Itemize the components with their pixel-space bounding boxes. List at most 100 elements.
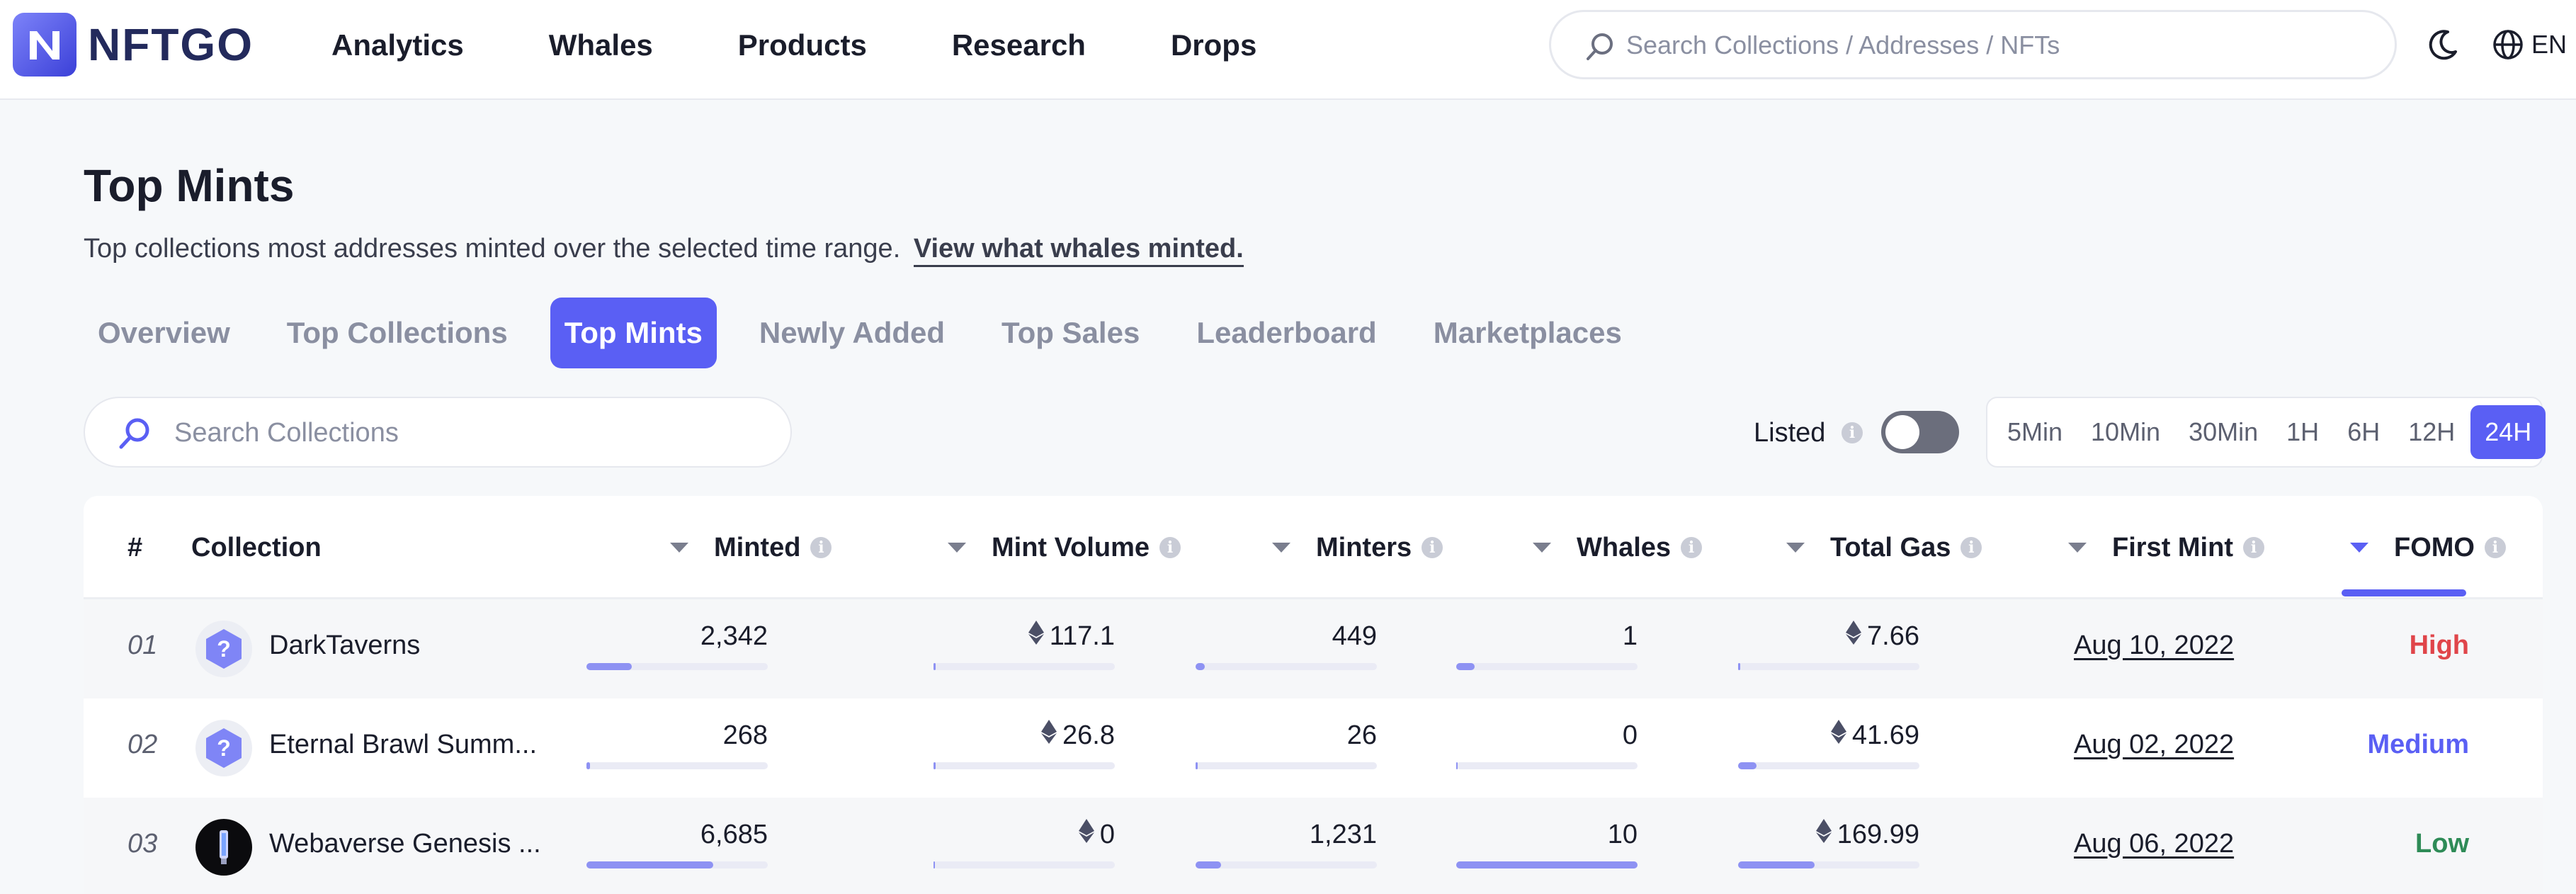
range-24h[interactable]: 24H: [2470, 405, 2546, 459]
question-hex-icon: ?: [204, 727, 244, 773]
tab-top-sales[interactable]: Top Sales: [1002, 316, 1140, 349]
column-total-gas[interactable]: Total Gas i: [1786, 531, 1982, 564]
whales-cell-bar: [1456, 762, 1638, 769]
tab-leaderboard[interactable]: Leaderboard: [1196, 316, 1377, 349]
info-icon[interactable]: i: [1842, 422, 1863, 443]
minters-cell: 1,231: [1196, 817, 1377, 881]
tab-marketplaces[interactable]: Marketplaces: [1433, 316, 1622, 349]
listed-toggle[interactable]: [1881, 411, 1959, 453]
total-gas-cell-bar-fill: [1738, 663, 1740, 670]
range-12h[interactable]: 12H: [2408, 417, 2456, 446]
sort-caret-icon: [1272, 543, 1290, 553]
collection-name[interactable]: Eternal Brawl Summ...: [269, 730, 537, 759]
range-6h[interactable]: 6H: [2347, 417, 2381, 446]
whales-cell-bar: [1456, 861, 1638, 868]
main-menu: Analytics Whales Products Research Drops: [331, 26, 1341, 65]
tab-top-mints[interactable]: Top Mints: [550, 298, 717, 368]
first-mint-date[interactable]: Aug 02, 2022: [2074, 730, 2235, 759]
page-title: Top Mints: [84, 160, 295, 211]
whales-minted-link[interactable]: View what whales minted.: [913, 234, 1244, 267]
whales-cell-bar-fill: [1456, 861, 1638, 868]
language-selector[interactable]: EN: [2531, 30, 2568, 59]
top-nav: NFTGO Analytics Whales Products Research…: [0, 0, 2576, 100]
minted-cell: 268: [586, 718, 768, 782]
whales-cell-value: 1: [1623, 619, 1638, 653]
sort-caret-icon: [1533, 543, 1551, 553]
total-gas-cell: 41.69: [1738, 718, 1919, 782]
globe-icon[interactable]: [2492, 28, 2524, 64]
sort-caret-icon: [1786, 543, 1805, 553]
info-icon[interactable]: i: [1681, 537, 1703, 558]
mint-volume-cell-bar-fill: [934, 663, 936, 670]
global-search-input[interactable]: [1626, 26, 2377, 64]
whales-cell-bar: [1456, 663, 1638, 670]
first-mint-date[interactable]: Aug 06, 2022: [2074, 829, 2235, 859]
nftgo-logo[interactable]: NFTGO: [13, 13, 254, 77]
minters-cell-bar: [1196, 861, 1377, 868]
column-fomo-label: FOMO: [2394, 533, 2475, 562]
info-icon[interactable]: i: [2484, 537, 2506, 558]
column-minted-label: Minted: [714, 533, 801, 562]
info-icon[interactable]: i: [1159, 537, 1181, 558]
minted-cell-number: 268: [722, 720, 768, 750]
menu-item-analytics[interactable]: Analytics: [331, 28, 464, 62]
dark-mode-icon[interactable]: [2427, 28, 2459, 64]
info-icon[interactable]: i: [2242, 537, 2264, 558]
tab-newly-added[interactable]: Newly Added: [759, 316, 946, 349]
minted-cell-number: 6,685: [700, 820, 768, 849]
sort-caret-icon: [948, 543, 966, 553]
info-icon[interactable]: i: [1422, 537, 1443, 558]
collection-avatar[interactable]: [195, 819, 252, 876]
info-icon[interactable]: i: [1961, 537, 1982, 558]
collection-name[interactable]: Webaverse Genesis ...: [269, 829, 541, 859]
table-row[interactable]: 01? DarkTaverns 2,342 117.1 449 1 7.66 Aug 10, …: [84, 599, 2543, 698]
menu-item-products[interactable]: Products: [737, 28, 867, 62]
mint-volume-cell-value: 26.8: [1041, 718, 1115, 752]
minted-cell-value: 268: [723, 718, 768, 752]
whales-cell-number: 10: [1607, 820, 1638, 849]
menu-item-drops[interactable]: Drops: [1170, 28, 1257, 62]
row-rank: 02: [127, 730, 158, 759]
column-minters[interactable]: Minters i: [1272, 531, 1443, 564]
minted-cell-value: 6,685: [700, 817, 768, 851]
minted-cell-bar-fill: [586, 762, 591, 769]
table-row[interactable]: 02? Eternal Brawl Summ... 268 26.8 26 0 41.69 A…: [84, 698, 2543, 798]
column-total-gas-label: Total Gas: [1830, 533, 1951, 562]
column-minted[interactable]: Minted i: [670, 531, 832, 564]
range-30min[interactable]: 30Min: [2189, 417, 2259, 446]
total-gas-cell-value: 169.99: [1815, 817, 1919, 851]
range-1h[interactable]: 1H: [2286, 417, 2320, 446]
minted-cell-bar: [586, 762, 768, 769]
total-gas-cell-bar-fill: [1738, 861, 1815, 868]
info-icon[interactable]: i: [810, 537, 832, 558]
global-search[interactable]: [1549, 10, 2397, 79]
column-whales[interactable]: Whales i: [1533, 531, 1703, 564]
total-gas-cell: 7.66: [1738, 619, 1919, 683]
range-5min[interactable]: 5Min: [2007, 417, 2063, 446]
menu-item-whales[interactable]: Whales: [548, 28, 653, 62]
minted-cell: 6,685: [586, 817, 768, 881]
first-mint-date[interactable]: Aug 10, 2022: [2074, 630, 2235, 660]
column-mint-volume[interactable]: Mint Volume i: [948, 531, 1181, 564]
collection-avatar[interactable]: ?: [195, 621, 252, 677]
table-row[interactable]: 03 Webaverse Genesis ... 6,685 0 1,231 10 169.…: [84, 798, 2543, 894]
total-gas-cell-number: 169.99: [1837, 820, 1919, 849]
minted-cell-bar: [586, 861, 768, 868]
column-fomo[interactable]: FOMO i: [2350, 531, 2506, 564]
collection-name[interactable]: DarkTaverns: [269, 630, 421, 660]
collection-search[interactable]: [84, 397, 792, 468]
collection-avatar[interactable]: ?: [195, 720, 252, 776]
mint-volume-cell-bar-fill: [934, 861, 935, 868]
column-mint-volume-label: Mint Volume: [992, 533, 1150, 562]
minters-cell-bar-fill: [1196, 861, 1221, 868]
tab-top-collections[interactable]: Top Collections: [286, 316, 508, 349]
minted-cell: 2,342: [586, 619, 768, 683]
column-first-mint[interactable]: First Mint i: [2068, 531, 2264, 564]
collection-search-input[interactable]: [174, 414, 769, 452]
tab-overview[interactable]: Overview: [98, 316, 230, 349]
menu-item-research[interactable]: Research: [951, 28, 1086, 62]
total-gas-cell-number: 7.66: [1867, 621, 1919, 651]
mint-volume-cell-value: 117.1: [1028, 619, 1115, 653]
range-10min[interactable]: 10Min: [2091, 417, 2161, 446]
whales-cell: 1: [1456, 619, 1638, 683]
